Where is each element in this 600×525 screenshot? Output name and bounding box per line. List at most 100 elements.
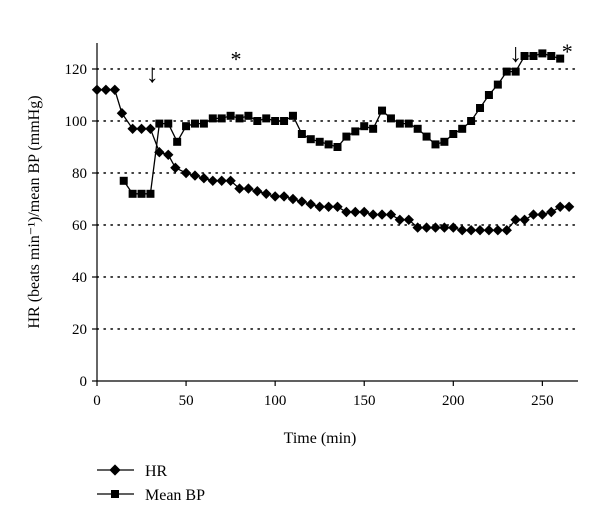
data-point-mean-bp <box>262 114 271 123</box>
data-point-mean-bp <box>324 140 333 149</box>
data-point-hr <box>421 222 432 233</box>
data-point-mean-bp <box>190 119 199 128</box>
data-point-mean-bp <box>476 104 485 112</box>
data-point-mean-bp <box>547 52 556 60</box>
y-tick-label: 120 <box>65 62 88 78</box>
series-line-hr <box>97 89 570 231</box>
data-point-mean-bp <box>244 111 253 120</box>
y-tick-label: 20 <box>72 322 87 338</box>
data-point-hr <box>116 108 128 119</box>
data-point-mean-bp <box>440 137 449 146</box>
data-point-hr <box>216 175 227 186</box>
data-point-mean-bp <box>449 130 458 138</box>
grid-lines <box>96 68 579 330</box>
annotation-arrow: ↓ <box>509 38 522 67</box>
data-point-mean-bp <box>404 119 413 128</box>
data-point-mean-bp <box>306 135 315 144</box>
data-point-hr <box>109 84 121 95</box>
data-point-mean-bp <box>431 140 440 149</box>
y-tick-label: 100 <box>65 114 88 130</box>
data-point-hr <box>546 206 557 218</box>
data-point-mean-bp <box>511 67 520 76</box>
data-point-hr <box>403 214 414 225</box>
data-point-hr <box>252 186 263 197</box>
data-point-hr <box>376 209 388 220</box>
data-point-hr <box>243 183 254 194</box>
y-tick-label: 40 <box>72 270 87 286</box>
data-point-mean-bp <box>146 189 155 198</box>
data-point-hr <box>136 123 147 134</box>
data-point-hr <box>261 188 272 199</box>
annotation-arrow: ↓ <box>146 59 159 88</box>
data-point-hr <box>341 206 352 218</box>
data-point-hr <box>501 225 512 236</box>
data-point-hr <box>163 149 174 160</box>
data-point-hr <box>189 170 201 181</box>
data-point-mean-bp <box>253 117 262 125</box>
x-tick-label: 0 <box>93 393 101 409</box>
y-tick-label: 80 <box>72 166 87 182</box>
data-point-hr <box>474 225 486 236</box>
data-point-mean-bp <box>422 132 431 141</box>
y-tick-label: 0 <box>80 374 88 390</box>
data-point-hr <box>207 175 218 186</box>
data-point-hr <box>528 209 539 220</box>
annotation-asterisk: * <box>562 39 573 64</box>
data-point-hr <box>394 214 406 225</box>
data-point-mean-bp <box>378 106 387 115</box>
data-point-mean-bp <box>155 119 164 128</box>
data-point-hr <box>170 162 181 173</box>
data-point-mean-bp <box>484 91 493 99</box>
data-point-mean-bp <box>208 114 217 123</box>
data-point-hr <box>412 222 423 233</box>
data-point-mean-bp <box>342 132 351 141</box>
data-point-hr <box>385 209 397 220</box>
data-point-mean-bp <box>235 114 244 123</box>
data-point-hr <box>145 123 156 134</box>
data-point-hr <box>198 173 210 184</box>
data-point-mean-bp <box>315 137 324 146</box>
y-tick-label: 60 <box>72 218 87 234</box>
data-point-hr <box>154 147 165 158</box>
legend: HR Mean BP <box>97 463 205 504</box>
data-point-mean-bp <box>333 143 342 151</box>
x-axis-ticks: 0 50 100 150 200 250 <box>93 381 554 409</box>
series-group <box>91 49 575 236</box>
data-point-hr <box>269 191 281 202</box>
legend-item-hr: HR <box>97 463 168 480</box>
data-point-hr <box>563 201 575 212</box>
legend-item-mean-bp: Mean BP <box>97 487 205 504</box>
data-point-mean-bp <box>280 117 289 125</box>
x-tick-label: 200 <box>442 393 465 409</box>
annotation-asterisk: * <box>230 47 241 72</box>
data-point-hr <box>332 201 343 212</box>
data-point-hr <box>127 123 138 134</box>
data-point-mean-bp <box>360 122 369 131</box>
series-hr <box>91 84 575 236</box>
data-point-hr <box>100 84 112 95</box>
data-point-hr <box>91 84 103 95</box>
data-point-mean-bp <box>386 114 395 123</box>
annotations: ↓ * ↓ * <box>146 38 573 88</box>
data-point-mean-bp <box>502 67 511 76</box>
data-point-hr <box>457 225 468 236</box>
data-point-hr <box>510 214 521 225</box>
data-point-mean-bp <box>119 176 128 185</box>
data-point-mean-bp <box>226 111 235 120</box>
axes <box>96 43 578 382</box>
series-mean-bp <box>119 49 565 198</box>
legend-marker-mean-bp <box>111 490 119 498</box>
legend-label-hr: HR <box>145 463 168 480</box>
data-point-mean-bp <box>297 130 306 138</box>
data-point-hr <box>465 225 477 236</box>
legend-label-mean-bp: Mean BP <box>145 487 205 504</box>
data-point-mean-bp <box>217 114 226 123</box>
data-point-hr <box>350 206 361 218</box>
data-point-hr <box>314 201 325 212</box>
data-point-hr <box>296 196 308 207</box>
data-point-mean-bp <box>413 124 422 133</box>
data-point-hr <box>448 222 459 233</box>
legend-marker-hr <box>109 464 121 476</box>
data-point-hr <box>234 183 245 194</box>
